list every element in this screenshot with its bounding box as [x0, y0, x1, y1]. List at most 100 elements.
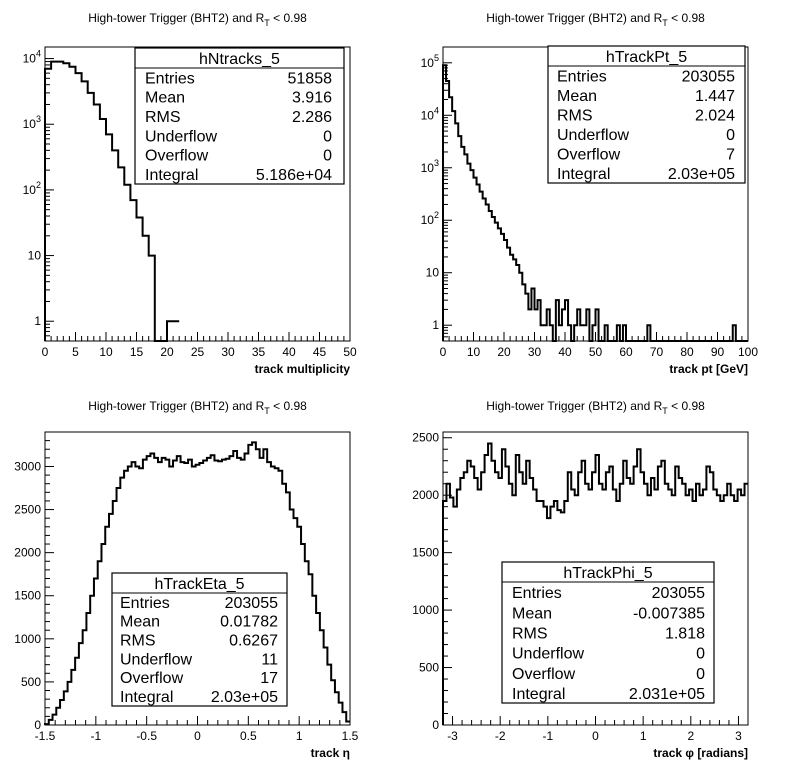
- x-tick-label: 25: [191, 345, 205, 359]
- stats-row-label: Mean: [512, 605, 552, 622]
- y-tick-exponent: 3: [36, 114, 41, 124]
- y-tick-label: 10: [28, 249, 42, 263]
- stats-row-value: 2.03e+05: [668, 166, 735, 183]
- y-tick-label: 0: [34, 718, 41, 732]
- y-tick-label: 1: [432, 318, 439, 332]
- stats-row-label: Entries: [145, 70, 195, 87]
- y-tick-exponent: 4: [36, 49, 41, 59]
- title-subscript: T: [264, 18, 270, 28]
- x-tick-label: 2: [687, 729, 694, 743]
- stats-row-label: Overflow: [512, 666, 576, 683]
- title-rest: < 0.98: [270, 399, 307, 413]
- y-tick-label: 103: [421, 158, 439, 175]
- y-tick-label: 500: [419, 661, 439, 675]
- x-axis-label: track pt [GeV]: [669, 362, 748, 376]
- stats-row-value: 0: [696, 666, 705, 683]
- x-tick-label: 0: [592, 729, 599, 743]
- y-tick-label: 103: [23, 114, 41, 131]
- y-tick-label: 104: [421, 105, 439, 122]
- stats-row-value: 2.024: [695, 108, 735, 125]
- stats-title: hNtracks_5: [199, 51, 280, 68]
- y-tick-label: 1000: [14, 632, 41, 646]
- stats-row-label: RMS: [145, 109, 181, 126]
- y-tick-label: 1: [34, 314, 41, 328]
- stats-row-value: 203055: [225, 595, 278, 612]
- x-tick-label: 0: [194, 729, 201, 743]
- stats-row-value: -0.007385: [633, 605, 705, 622]
- y-tick-label: 0: [432, 718, 439, 732]
- x-tick-label: 10: [467, 345, 481, 359]
- stats-row-value: 5.186e+04: [256, 167, 332, 184]
- stats-row-value: 2.031e+05: [629, 686, 705, 703]
- stats-row-label: Integral: [120, 689, 173, 706]
- stats-box: [501, 561, 715, 704]
- x-tick-label: 50: [589, 345, 603, 359]
- stats-title: hTrackPt_5: [606, 49, 687, 66]
- x-tick-label: 1: [640, 729, 647, 743]
- stats-row-label: Underflow: [145, 128, 217, 145]
- y-tick-exponent: 2: [36, 180, 41, 190]
- histogram-line: [442, 64, 748, 342]
- stats-row-label: Mean: [557, 88, 597, 105]
- x-tick-label: 50: [343, 345, 357, 359]
- panel-title: High-tower Trigger (BHT2) and RT < 0.98: [88, 11, 307, 28]
- panel-1: High-tower Trigger (BHT2) and RT < 0.98 0…: [23, 11, 357, 376]
- x-tick-label: 30: [221, 345, 235, 359]
- y-tick-exponent: 2: [434, 210, 439, 220]
- x-tick-label: 0: [42, 345, 49, 359]
- stats-row-value: 2.286: [292, 109, 332, 126]
- stats-row-value: 1.447: [695, 88, 735, 105]
- x-tick-label: -0.5: [136, 729, 157, 743]
- x-axis-label: track multiplicity: [255, 362, 351, 376]
- stats-box: [547, 45, 746, 184]
- x-tick-label: -1: [543, 729, 554, 743]
- x-tick-label: 70: [650, 345, 664, 359]
- stats-row-value: 17: [260, 670, 278, 687]
- stats-row-label: Integral: [145, 167, 198, 184]
- title-rest: < 0.98: [668, 11, 705, 25]
- stats-row-label: RMS: [120, 633, 156, 650]
- title-subscript: T: [264, 406, 270, 416]
- x-tick-label: 15: [130, 345, 144, 359]
- x-tick-label: 80: [680, 345, 694, 359]
- x-tick-label: -1.5: [35, 729, 56, 743]
- stats-row-label: Overflow: [120, 670, 184, 687]
- y-tick-label: 2000: [14, 546, 41, 560]
- y-tick-label: 10: [426, 266, 440, 280]
- stats-row-value: 1.818: [665, 626, 705, 643]
- stats-row-value: 0: [726, 127, 735, 144]
- stats-row-label: RMS: [557, 108, 593, 125]
- x-tick-label: -3: [447, 729, 458, 743]
- stats-row-label: Underflow: [512, 646, 584, 663]
- x-tick-label: 45: [313, 345, 327, 359]
- stats-row-label: Entries: [512, 585, 562, 602]
- histogram-line: [44, 441, 350, 726]
- x-tick-label: 40: [282, 345, 296, 359]
- y-tick-label: 2500: [412, 431, 439, 445]
- y-tick-label: 105: [421, 53, 439, 70]
- y-tick-exponent: 4: [434, 105, 439, 115]
- x-axis-label: track φ [radians]: [653, 746, 748, 760]
- y-tick-exponent: 5: [434, 53, 439, 63]
- stats-row-label: Overflow: [145, 148, 209, 165]
- stats-row-value: 203055: [652, 585, 705, 602]
- x-tick-label: 0: [440, 345, 447, 359]
- y-tick-label: 1500: [14, 589, 41, 603]
- stats-row-label: Mean: [145, 90, 185, 107]
- x-axis-label: track η: [311, 746, 350, 760]
- title-subscript: T: [662, 18, 668, 28]
- stats-row-value: 11: [261, 651, 278, 668]
- x-tick-label: 3: [735, 729, 742, 743]
- y-tick-label: 2500: [14, 503, 41, 517]
- panel-3: High-tower Trigger (BHT2) and RT < 0.98 -…: [14, 399, 358, 760]
- title-rest: < 0.98: [668, 399, 705, 413]
- y-tick-label: 102: [23, 180, 41, 197]
- x-tick-label: 90: [711, 345, 725, 359]
- stats-row-value: 7: [726, 147, 735, 164]
- stats-row-label: Integral: [557, 166, 610, 183]
- stats-row-label: Mean: [120, 614, 160, 631]
- y-tick-label: 2000: [412, 488, 439, 502]
- x-tick-label: 20: [497, 345, 511, 359]
- stats-row-label: Underflow: [120, 651, 192, 668]
